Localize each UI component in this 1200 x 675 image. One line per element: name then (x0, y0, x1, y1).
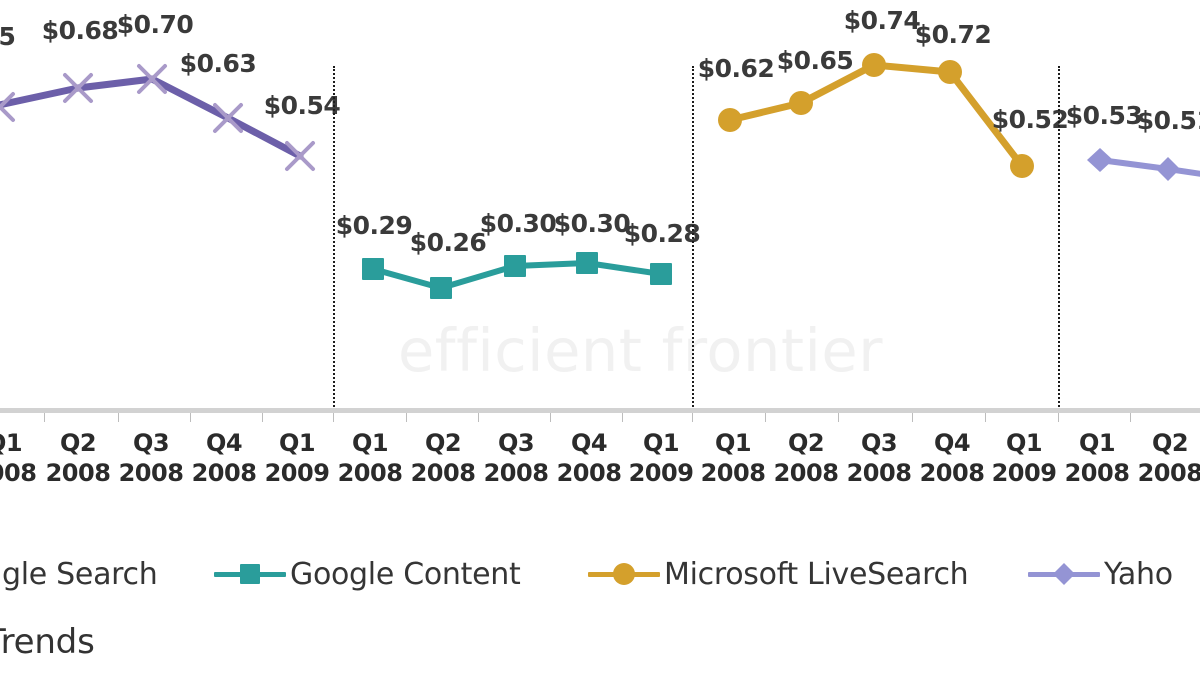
data-label-google-search-q1-2008: .65 (0, 22, 16, 51)
chart-legend: gle Search Google Content Microsoft Live… (0, 552, 1200, 604)
legend-label-google-search: gle Search (2, 556, 158, 592)
legend-item-google-content[interactable]: Google Content (214, 552, 521, 596)
google-content-line-marker-icon (214, 561, 286, 587)
data-label-microsoft-livesearch-q2-2008: $0.65 (776, 46, 854, 75)
x-tick-label: Q3 2008 (118, 429, 184, 487)
x-tick-label: Q4 2008 (556, 429, 622, 487)
yahoo-line-marker-icon (1028, 561, 1100, 587)
microsoft-livesearch-line-marker-icon (588, 561, 660, 587)
data-label-google-content-q3-2008: $0.30 (479, 209, 557, 238)
data-label-google-search-q4-2008: $0.63 (179, 49, 257, 78)
legend-item-microsoft-livesearch[interactable]: Microsoft LiveSearch (588, 552, 969, 596)
series-line-yahoo (1097, 157, 1200, 177)
data-label-google-search-q2-2008: $0.68 (41, 16, 119, 45)
series-lines-svg (0, 53, 1200, 299)
data-label-microsoft-livesearch-q1-2009: $0.52 (991, 105, 1069, 134)
data-label-yahoo-q2-2008: $0.51 (1136, 106, 1200, 135)
plot-area: .65 $0.68 $0.70 $0.63 $0.54 $0.29 $0.26 … (0, 6, 1200, 422)
x-tick-label: Q1 2009 (628, 429, 694, 487)
data-label-google-content-q4-2008: $0.30 (553, 209, 631, 238)
legend-label-microsoft-livesearch: Microsoft LiveSearch (664, 556, 969, 592)
x-tick-label: Q4 2008 (191, 429, 257, 487)
markers-google-search (0, 64, 315, 171)
markers-yahoo (1087, 148, 1180, 181)
x-tick-label: Q4 2008 (919, 429, 985, 487)
chart-title: er-Click Trends (0, 622, 95, 662)
data-label-google-content-q1-2009: $0.28 (623, 219, 701, 248)
markers-google-content (362, 252, 672, 299)
data-label-google-content-q2-2008: $0.26 (409, 228, 487, 257)
legend-label-yahoo: Yaho (1104, 556, 1173, 592)
x-tick-label: Q2 2008 (410, 429, 476, 487)
x-tick-label: Q2 2008 (45, 429, 111, 487)
x-tick-label: Q2 2008 (773, 429, 839, 487)
x-tick-label: Q1 2009 (264, 429, 330, 487)
data-label-microsoft-livesearch-q3-2008: $0.74 (843, 6, 921, 35)
panel-divider-3 (1058, 66, 1060, 411)
data-label-google-content-q1-2008: $0.29 (335, 211, 413, 240)
legend-label-google-content: Google Content (290, 556, 521, 592)
data-label-google-search-q1-2009: $0.54 (263, 91, 341, 120)
data-label-microsoft-livesearch-q1-2008: $0.62 (697, 54, 775, 83)
x-axis-line (0, 408, 1200, 413)
x-tick-label: Q3 2008 (846, 429, 912, 487)
panel-divider-1 (333, 66, 335, 411)
markers-microsoft-livesearch (718, 53, 1034, 178)
data-label-yahoo-q1-2008: $0.53 (1065, 101, 1143, 130)
x-tick-label: Q2 2008 (1137, 429, 1200, 487)
data-label-microsoft-livesearch-q4-2008: $0.72 (914, 20, 992, 49)
data-label-google-search-q3-2008: $0.70 (116, 10, 194, 39)
series-line-google-search (0, 75, 304, 160)
panel-divider-2 (692, 66, 694, 411)
watermark-efficient-frontier: efficient frontier (398, 316, 883, 385)
x-tick-label: Q1 2009 (991, 429, 1057, 487)
legend-item-yahoo[interactable]: Yaho (1028, 552, 1173, 596)
x-tick-label: Q3 2008 (483, 429, 549, 487)
legend-item-google-search[interactable]: gle Search (0, 552, 158, 596)
